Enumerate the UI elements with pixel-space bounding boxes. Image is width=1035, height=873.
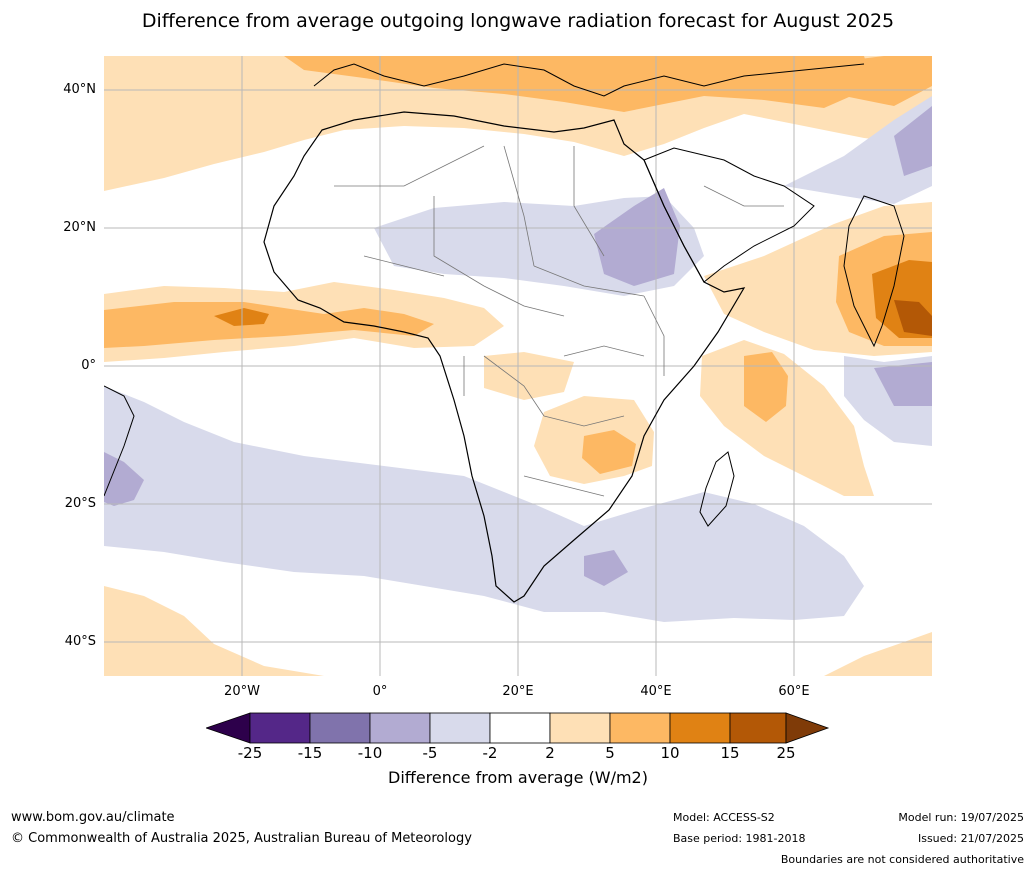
colorbar-bin-p5-p10 [609, 712, 671, 744]
lon-label-40e: 40°E [640, 684, 672, 699]
lon-label-0: 0° [372, 684, 388, 699]
colorbar-bin-p15-p25 [729, 712, 787, 744]
footer-issued: Issued: 21/07/2025 [917, 832, 1024, 845]
map-canvas [104, 56, 932, 676]
anomaly-west-africa-core [104, 302, 434, 348]
footer-boundaries-note: Boundaries are not considered authoritat… [780, 853, 1024, 866]
lat-label-40n: 40°N [63, 82, 96, 97]
anomaly-east-africa-small [484, 352, 574, 400]
anomaly-arabia-north [804, 56, 932, 106]
lat-label-20s: 20°S [64, 496, 96, 511]
colorbar-tick-p2: 2 [545, 744, 555, 762]
colorbar-tick-p15: 15 [720, 744, 740, 762]
colorbar-tick-m10: -10 [357, 744, 383, 762]
footer-copyright: © Commonwealth of Australia 2025, Austra… [11, 831, 472, 846]
arabia-coastline [643, 147, 815, 283]
colorbar-bin-m15-m10 [309, 712, 371, 744]
anomaly-indian-ocean-east-core [874, 362, 932, 406]
anomaly-middle-east-core [894, 106, 932, 176]
colorbar-tick-p5: 5 [605, 744, 615, 762]
anomaly-cape-core [584, 550, 628, 586]
colorbar-tick-m25: -25 [237, 744, 263, 762]
map-gridlines [104, 56, 932, 676]
anomaly-indian-ocean-west [700, 340, 874, 496]
colorbar-arrow-low [206, 712, 251, 744]
footer-url[interactable]: www.bom.gov.au/climate [11, 810, 175, 825]
lat-label-0: 0° [81, 358, 96, 373]
lon-label-20e: 20°E [502, 684, 534, 699]
country-borders [334, 145, 784, 497]
colorbar-tick-m2: -2 [482, 744, 498, 762]
lat-label-40s: 40°S [64, 634, 96, 649]
lon-label-60e: 60°E [778, 684, 810, 699]
colorbar-tick-p10: 10 [660, 744, 680, 762]
madagascar-coastline [699, 451, 735, 527]
colorbar-tick-m5: -5 [422, 744, 438, 762]
anomaly-south-east-band [824, 632, 932, 676]
africa-coastline [263, 111, 746, 603]
colorbar-bin-m5-m2 [429, 712, 491, 744]
colorbar [206, 712, 830, 744]
footer-model: Model: ACCESS-S2 [673, 811, 775, 824]
colorbar-bin-p10-p15 [669, 712, 731, 744]
map-title: Difference from average outgoing longwav… [141, 10, 895, 32]
anomaly-south-band [104, 586, 324, 676]
footer-model-run: Model run: 19/07/2025 [898, 811, 1024, 824]
south-america-coastline [104, 385, 135, 497]
colorbar-tick-m15: -15 [297, 744, 323, 762]
anomaly-indian-ocean-core [744, 352, 788, 422]
lon-label-20w: 20°W [224, 684, 260, 699]
anomaly-sahel-core [594, 188, 680, 286]
footer-base-period: Base period: 1981-2018 [673, 832, 806, 845]
colorbar-bin-m25-m15 [249, 712, 311, 744]
anomaly-southern-africa-core [582, 430, 636, 474]
anomaly-india-peak [894, 300, 932, 336]
anomaly-atlantic-core [104, 452, 144, 506]
colorbar-title: Difference from average (W/m2) [388, 768, 648, 787]
colorbar-arrow-high [785, 712, 830, 744]
colorbar-bin-p2-p5 [549, 712, 611, 744]
europe-coastline [313, 63, 865, 97]
india-coastline [843, 195, 905, 348]
anomaly-north-mid [284, 56, 874, 112]
colorbar-tick-p25: 25 [776, 744, 796, 762]
colorbar-bin-m2-p2 [489, 712, 551, 744]
colorbar-bin-m10-m5 [369, 712, 431, 744]
anomaly-middle-east [784, 96, 932, 204]
lat-label-20n: 20°N [63, 220, 96, 235]
